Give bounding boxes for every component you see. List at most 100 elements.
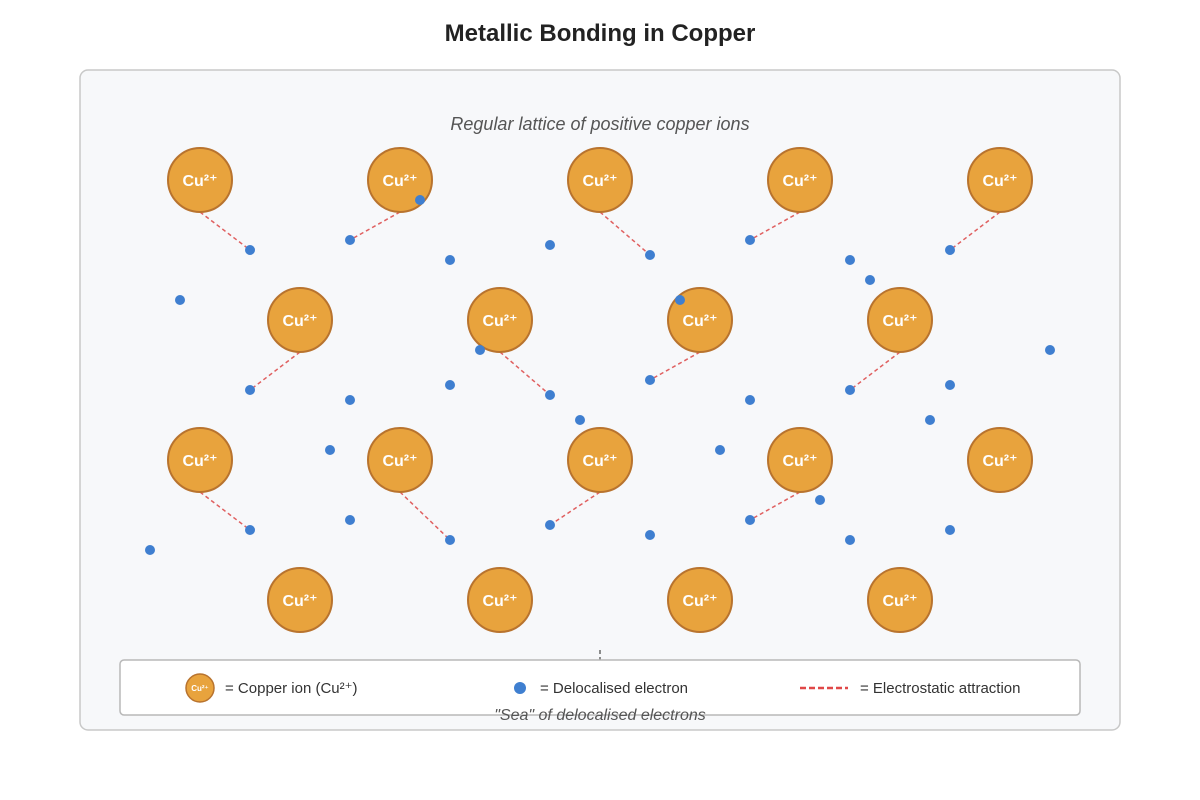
copper-ion: Cu²⁺	[267, 287, 333, 353]
copper-ion-circle	[567, 427, 633, 493]
legend-box	[119, 659, 1081, 716]
delocalised-electrons	[145, 195, 1055, 555]
copper-ion: Cu²⁺	[867, 567, 933, 633]
copper-ion-circle	[167, 147, 233, 213]
copper-ion-circle	[867, 567, 933, 633]
delocalised-electron	[145, 545, 155, 555]
attraction-lines	[199, 211, 1001, 541]
copper-ion-circle	[867, 287, 933, 353]
copper-ion-label: Cu²⁺	[182, 173, 217, 190]
delocalised-electron	[745, 515, 755, 525]
copper-ion-label: Cu²⁺	[782, 453, 817, 470]
copper-ions: Cu²⁺ Cu²⁺ Cu²⁺ Cu²⁺ Cu²⁺ Cu²⁺ Cu²⁺ Cu²⁺ Cu²⁺ Cu²⁺…	[167, 147, 1033, 633]
delocalised-electron	[415, 195, 425, 205]
attraction-line	[949, 211, 1001, 251]
copper-ion-label: Cu²⁺	[482, 313, 517, 330]
delocalised-electron	[175, 295, 185, 305]
copper-ion: Cu²⁺	[567, 147, 633, 213]
delocalised-electron	[645, 530, 655, 540]
copper-ion-label: Cu²⁺	[882, 313, 917, 330]
copper-ion-circle	[167, 427, 233, 493]
delocalised-electron	[845, 255, 855, 265]
copper-ion: Cu²⁺	[367, 427, 433, 493]
copper-ion-label: Cu²⁺	[782, 173, 817, 190]
delocalised-electron	[675, 295, 685, 305]
copper-ion: Cu²⁺	[267, 567, 333, 633]
delocalised-electron	[845, 385, 855, 395]
delocalised-electron	[245, 245, 255, 255]
attraction-line	[199, 491, 251, 531]
sea-label: "Sea" of delocalised electrons	[494, 707, 705, 724]
delocalised-electron	[945, 380, 955, 390]
delocalised-electron	[945, 525, 955, 535]
attraction-line	[849, 351, 901, 391]
delocalised-electron	[715, 445, 725, 455]
copper-ion-circle	[267, 567, 333, 633]
copper-ion-circle	[467, 287, 533, 353]
delocalised-electron	[575, 415, 585, 425]
delocalised-electron	[445, 535, 455, 545]
attraction-line	[399, 491, 451, 541]
legend-ion-entry: Cu²⁺ = Copper ion (Cu²⁺)	[185, 673, 358, 703]
copper-ion-label: Cu²⁺	[582, 453, 617, 470]
attraction-line	[649, 351, 701, 381]
copper-ion-label: Cu²⁺	[682, 313, 717, 330]
delocalised-electron	[445, 380, 455, 390]
attraction-line	[349, 211, 401, 241]
copper-ion: Cu²⁺	[667, 567, 733, 633]
attraction-line	[499, 351, 551, 396]
legend-attraction-label: = Electrostatic attraction	[860, 680, 1021, 697]
copper-ion-circle	[367, 147, 433, 213]
copper-ion-label: Cu²⁺	[982, 173, 1017, 190]
delocalised-electron	[845, 535, 855, 545]
delocalised-electron	[345, 515, 355, 525]
copper-ion-circle	[667, 567, 733, 633]
legend-electron-entry: = Delocalised electron	[514, 680, 688, 697]
delocalised-electron	[325, 445, 335, 455]
copper-ion: Cu²⁺	[467, 287, 533, 353]
attraction-line	[749, 211, 801, 241]
attraction-line	[199, 211, 251, 251]
legend-ion-label: = Copper ion (Cu²⁺)	[225, 680, 358, 697]
copper-ion-circle	[367, 427, 433, 493]
copper-ion: Cu²⁺	[167, 427, 233, 493]
copper-ion: Cu²⁺	[767, 147, 833, 213]
legend-ion-swatch-label: Cu²⁺	[191, 684, 209, 693]
delocalised-electron	[945, 245, 955, 255]
delocalised-electron	[645, 250, 655, 260]
copper-ion-circle	[767, 427, 833, 493]
legend-electron-swatch	[514, 682, 526, 694]
attraction-line	[749, 491, 801, 521]
copper-ion-circle	[967, 427, 1033, 493]
copper-ion-circle	[467, 567, 533, 633]
attraction-line	[549, 491, 601, 526]
delocalised-electron	[545, 520, 555, 530]
delocalised-electron	[1045, 345, 1055, 355]
delocalised-electron	[545, 240, 555, 250]
delocalised-electron	[445, 255, 455, 265]
copper-ion-label: Cu²⁺	[482, 593, 517, 610]
delocalised-electron	[925, 415, 935, 425]
copper-ion-label: Cu²⁺	[282, 313, 317, 330]
copper-ion: Cu²⁺	[767, 427, 833, 493]
copper-ion: Cu²⁺	[467, 567, 533, 633]
copper-ion-label: Cu²⁺	[382, 453, 417, 470]
diagram-panel	[79, 69, 1121, 731]
delocalised-electron	[475, 345, 485, 355]
copper-ion-circle	[567, 147, 633, 213]
copper-ion-label: Cu²⁺	[882, 593, 917, 610]
copper-ion-circle	[267, 287, 333, 353]
delocalised-electron	[545, 390, 555, 400]
lattice-subtitle: Regular lattice of positive copper ions	[450, 114, 749, 134]
copper-ion-label: Cu²⁺	[982, 453, 1017, 470]
copper-ion: Cu²⁺	[967, 427, 1033, 493]
copper-ion-label: Cu²⁺	[582, 173, 617, 190]
delocalised-electron	[345, 235, 355, 245]
attraction-line	[249, 351, 301, 391]
delocalised-electron	[345, 395, 355, 405]
copper-ion: Cu²⁺	[167, 147, 233, 213]
copper-ion: Cu²⁺	[867, 287, 933, 353]
delocalised-electron	[245, 385, 255, 395]
delocalised-electron	[745, 395, 755, 405]
